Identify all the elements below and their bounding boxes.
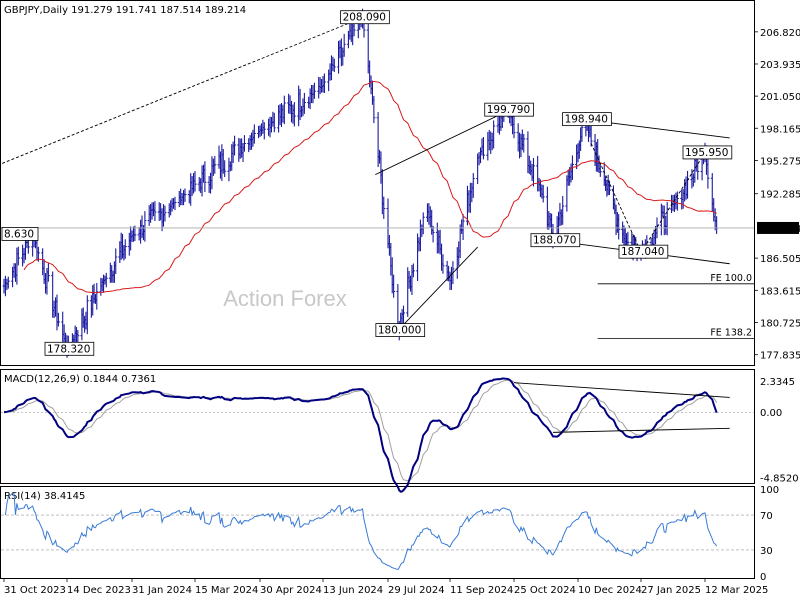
axis-layer: 206.820 203.935 201.050 198.165 195.275 192.2… [3,28,800,596]
price-callout-box [530,233,581,248]
price-tick-label: 195.275 [760,156,800,167]
price-tick-label: 206.820 [760,28,800,39]
price-callout-box [1,227,39,241]
macd-lower-trendline [552,427,730,433]
price-callout-label: 188.070 [533,235,576,247]
date-tick-label: 27 Jan 2025 [641,585,701,596]
last-price-label: 189.214 [760,224,800,235]
price-callout-label: 195.950 [685,147,728,159]
price-callout-label: 198.940 [565,114,608,126]
date-tick-label: 15 Mar 2024 [195,585,258,596]
price-callout-box [618,244,669,259]
price-callout-label: 8.630 [4,228,34,240]
rsi-tick-label: 0 [760,572,766,583]
macd-line [3,377,718,493]
price-callout-label: 199.790 [487,104,530,116]
date-tick-label: 13 Jun 2024 [323,585,383,596]
price-tick-label: 186.505 [760,254,800,265]
moving-average-line [23,80,717,294]
rsi-header: RSI(14) 38.4145 [4,491,85,502]
date-tick-label: 12 Mar 2025 [705,585,768,596]
macd-tick-label: 0.00 [760,408,782,419]
price-callout-box [375,323,426,337]
rsi-layer [1,492,754,571]
channel-lower-line [397,246,478,331]
macd-tick-label: 2.3345 [760,377,795,388]
price-callout-label: 208.090 [343,12,386,24]
rsi-tick-label: 100 [760,485,779,496]
rsi-line [4,492,718,571]
rsi-tick-label: 30 [760,546,773,557]
price-callout-label: 187.040 [621,246,664,258]
rsi-panel-frame [0,486,755,579]
price-callout-box [340,10,390,25]
price-tick-label: 180.725 [760,319,800,330]
price-tick-label: 203.935 [760,60,800,71]
price-callout-label: 180.000 [378,325,421,337]
price-panel-frame [0,0,755,366]
trendline-dashed-top [0,17,363,165]
price-tick-label: 177.835 [760,351,800,362]
watermark: Action Forex [223,286,347,311]
date-tick-label: 31 Jan 2024 [132,585,192,596]
date-tick-label: 30 Apr 2024 [260,585,322,596]
price-callout-box [682,145,733,160]
date-tick-label: 14 Dec 2023 [67,585,131,596]
price-layer: FE 100.0 FE 138.2 208.090 8.630 178.320 180.0… [0,8,754,358]
macd-signal-line [3,379,718,482]
last-price-box [757,221,799,234]
fibonacci-label: FE 100.0 [710,273,752,284]
date-tick-label: 11 Sep 2024 [450,585,513,596]
price-callout-box [44,341,95,356]
date-tick-label: 25 Oct 2024 [514,585,576,596]
price-tick-label: 198.165 [760,124,800,135]
price-callout-box [562,112,612,127]
date-tick-label: 29 Jul 2024 [388,585,445,596]
macd-header: MACD(12,26,9) 0.1844 0.7361 [4,374,156,385]
fibonacci-label: FE 138.2 [710,327,752,338]
macd-layer [1,377,754,493]
price-tick-label: 192.285 [760,190,800,201]
price-tick-label: 201.050 [760,92,800,103]
date-tick-label: 10 Dec 2024 [578,585,642,596]
price-callout-box [484,102,534,117]
price-header: GBPJPY,Daily 191.279 191.741 187.514 189… [4,5,246,16]
price-callout-label: 178.320 [47,343,90,355]
date-tick-label: 31 Oct 2023 [4,585,66,596]
macd-tick-label: -4.8520 [760,473,799,484]
price-tick-label: 183.615 [760,286,800,297]
macd-upper-trendline [513,382,730,398]
rsi-tick-label: 70 [760,511,773,522]
